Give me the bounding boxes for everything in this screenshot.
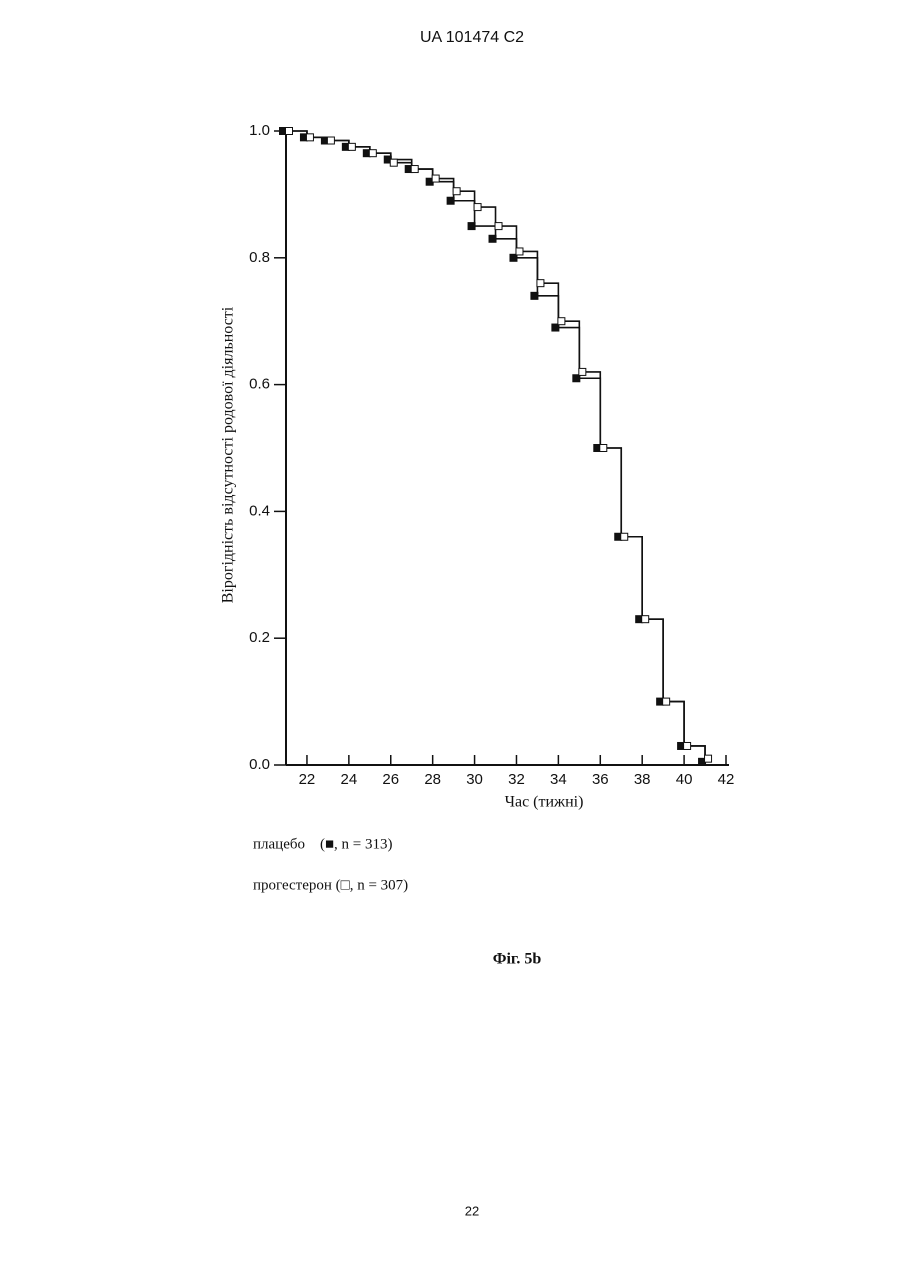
- x-tick-label: 30: [466, 771, 483, 788]
- y-tick-label: 0.8: [249, 249, 270, 266]
- censor-marker: [369, 150, 376, 157]
- page-number: 22: [465, 1203, 479, 1218]
- censor-marker: [348, 143, 355, 150]
- censor-marker: [286, 128, 293, 135]
- censor-marker: [327, 137, 334, 144]
- censor-marker: [468, 223, 475, 230]
- censor-marker: [642, 616, 649, 623]
- x-tick-label: 42: [718, 771, 735, 788]
- x-tick-label: 22: [299, 771, 316, 788]
- y-tick-label: 0.6: [249, 376, 270, 393]
- censor-marker: [306, 134, 313, 141]
- x-tick-label: 38: [634, 771, 651, 788]
- legend-entry: плацебо (■, n = 313): [253, 836, 393, 852]
- x-tick-label: 26: [382, 771, 399, 788]
- x-tick-label: 24: [341, 771, 358, 788]
- y-axis-title: Вірогідність відсутності родової діяльно…: [220, 306, 237, 603]
- censor-marker: [579, 368, 586, 375]
- y-tick-label: 0.4: [249, 502, 270, 519]
- x-tick-label: 40: [676, 771, 693, 788]
- censor-marker: [390, 159, 397, 166]
- censor-marker: [684, 742, 691, 749]
- figure-caption: Фіг. 5b: [493, 951, 542, 968]
- header: UA 101474 C2: [420, 29, 524, 46]
- y-tick-label: 1.0: [249, 122, 270, 139]
- censor-marker: [663, 698, 670, 705]
- censor-marker: [621, 533, 628, 540]
- censor-marker: [489, 235, 496, 242]
- censor-marker: [453, 188, 460, 195]
- x-tick-label: 28: [424, 771, 441, 788]
- x-tick-label: 36: [592, 771, 609, 788]
- censor-marker: [516, 248, 523, 255]
- censor-marker: [432, 175, 439, 182]
- censor-marker: [495, 223, 502, 230]
- censor-marker: [600, 445, 607, 452]
- censor-marker: [705, 755, 712, 762]
- y-tick-label: 0.0: [249, 756, 270, 773]
- censor-marker: [474, 204, 481, 211]
- x-tick-label: 34: [550, 771, 567, 788]
- page: UA 101474 C2 22 Фіг. 5b Час (тижні) Віро…: [0, 0, 901, 1273]
- y-tick-label: 0.2: [249, 629, 270, 646]
- censor-marker: [447, 197, 454, 204]
- legend-entry: прогестерон (□, n = 307): [253, 877, 408, 893]
- censor-marker: [537, 280, 544, 287]
- censor-marker: [558, 318, 565, 325]
- censor-marker: [411, 166, 418, 173]
- x-axis-title: Час (тижні): [505, 794, 584, 811]
- censor-marker: [531, 292, 538, 299]
- x-tick-label: 32: [508, 771, 525, 788]
